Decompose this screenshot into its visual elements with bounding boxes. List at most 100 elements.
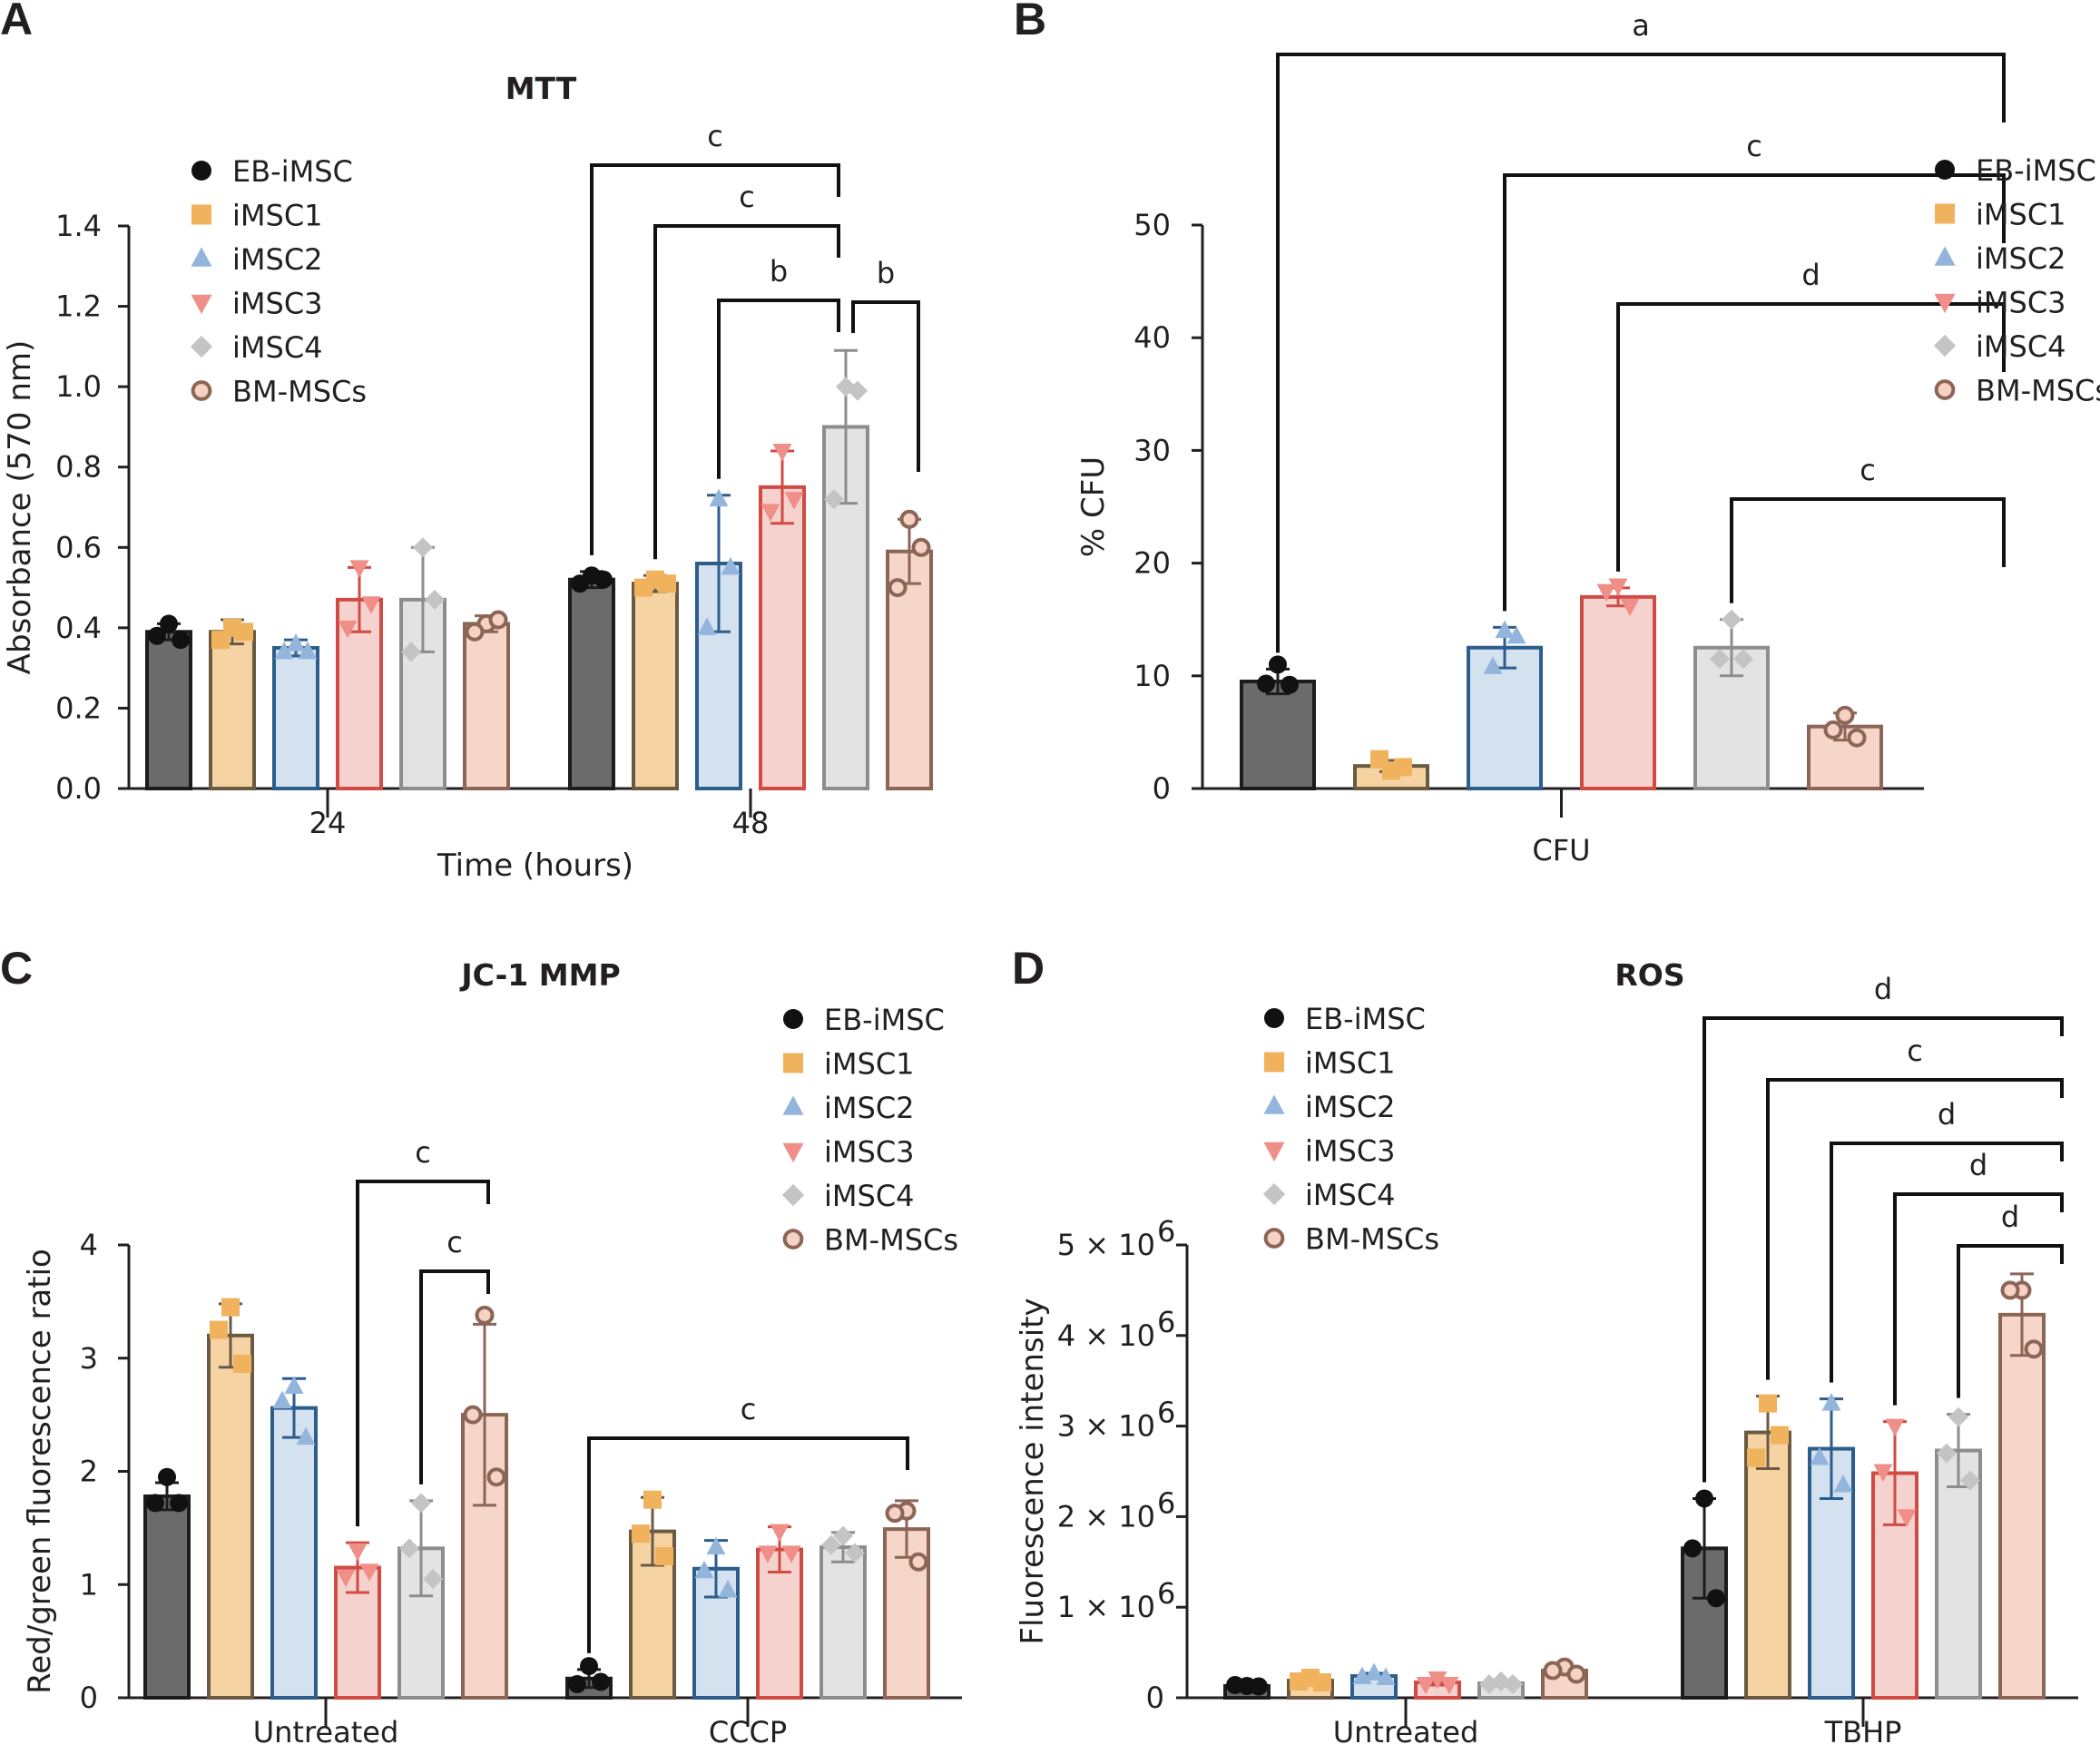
legend-marker <box>1933 334 1957 358</box>
legend-marker <box>190 335 213 358</box>
data-point <box>1897 1509 1917 1527</box>
data-point <box>772 444 792 462</box>
significance-label: c <box>741 1392 757 1426</box>
significance-bracket <box>1893 1192 2064 1406</box>
legend-marker <box>1935 203 1955 224</box>
significance-bracket <box>851 300 920 472</box>
x-tick-label: Untreated <box>1333 1715 1479 1749</box>
data-point <box>233 1354 251 1373</box>
data-point <box>1364 1662 1384 1681</box>
data-point <box>413 537 433 558</box>
data-point <box>399 1538 419 1559</box>
significance-label: d <box>1969 1148 1987 1182</box>
bracket-path <box>1503 173 2006 612</box>
y-tick-label: 1.2 <box>55 289 102 324</box>
legend-marker <box>1263 1142 1285 1162</box>
x-tick-label: TBHP <box>1824 1715 1902 1749</box>
data-point <box>1948 1406 1968 1427</box>
data-point <box>1483 656 1503 674</box>
data-point <box>1835 705 1855 725</box>
bar-eb-imsc-48 <box>568 577 615 791</box>
data-point <box>235 622 253 642</box>
data-point <box>463 1405 483 1425</box>
data-point <box>1352 1666 1372 1685</box>
panel-label-c: C <box>0 943 33 994</box>
data-point <box>296 1426 316 1446</box>
y-tick-label: 30 <box>1133 433 1171 467</box>
data-point <box>361 596 381 614</box>
y-tick-label: 5 × 10 <box>1057 1228 1155 1262</box>
data-point <box>1722 609 1742 630</box>
legend-label: iMSC1 <box>824 1047 915 1082</box>
y-tick-label: 3 <box>80 1341 98 1376</box>
data-point <box>632 1524 650 1544</box>
data-point <box>336 1569 356 1588</box>
legend-marker <box>1934 379 1956 400</box>
data-point <box>888 578 908 598</box>
legend-label: iMSC3 <box>824 1135 915 1170</box>
data-point <box>1290 1672 1308 1691</box>
legend-label: iMSC2 <box>1305 1090 1396 1124</box>
legend-label: EB-iMSC <box>1305 1002 1426 1036</box>
legend-marker <box>1934 246 1956 266</box>
data-point <box>784 492 804 510</box>
data-point <box>1821 1393 1841 1411</box>
bracket-path <box>356 1180 490 1527</box>
data-point <box>2000 1280 2020 1300</box>
y-tick-label: 0.6 <box>55 530 102 564</box>
legend-label: EB-iMSC <box>1976 153 2096 188</box>
data-point <box>718 1579 738 1598</box>
chart-title: ROS <box>1614 957 1684 993</box>
data-point <box>2024 1339 2044 1359</box>
x-tick-label: CCCP <box>709 1715 787 1749</box>
significance-bracket <box>1276 53 2006 653</box>
y-axis-title: Absorbance (570 nm) <box>2 340 38 675</box>
data-point <box>425 589 445 610</box>
data-point <box>770 1524 790 1543</box>
data-point <box>634 578 653 597</box>
data-point <box>486 1467 506 1487</box>
bar-imsc1-tbhp <box>1744 1430 1791 1700</box>
data-point <box>284 1376 304 1394</box>
data-point <box>899 509 919 529</box>
significance-label: d <box>2001 1200 2019 1234</box>
data-point <box>908 1552 928 1572</box>
bar-imsc4-cccp <box>819 1545 867 1700</box>
y-tick-label: 2 <box>80 1455 98 1489</box>
y-tick-label: 4 × 10 <box>1057 1318 1155 1353</box>
significance-bracket <box>1766 1078 2064 1380</box>
legend-label: iMSC3 <box>232 287 323 321</box>
data-point <box>824 489 844 510</box>
data-point <box>1370 750 1389 769</box>
bracket-path <box>1276 53 2006 653</box>
significance-bracket <box>356 1180 490 1527</box>
data-point <box>158 1467 176 1486</box>
legend-marker <box>191 247 212 267</box>
data-point <box>1608 578 1628 596</box>
data-point <box>580 1657 598 1676</box>
data-point <box>568 1675 586 1694</box>
x-tick-label: 48 <box>732 806 770 840</box>
y-tick-label: 0.4 <box>55 611 102 645</box>
y-tick-exponent: 6 <box>1157 1576 1175 1611</box>
data-point <box>571 574 589 593</box>
significance-bracket <box>1703 1016 2064 1483</box>
data-point <box>1281 675 1299 694</box>
legend-marker <box>191 294 212 315</box>
data-point <box>911 537 931 557</box>
data-point <box>1506 625 1526 644</box>
data-point <box>1620 598 1640 617</box>
y-tick-exponent: 6 <box>1157 1305 1175 1339</box>
significance-label: d <box>1801 258 1820 292</box>
data-point <box>1439 1677 1459 1695</box>
data-point <box>1250 1677 1268 1696</box>
data-point <box>221 1298 240 1317</box>
data-point <box>1847 728 1867 748</box>
y-tick-label: 20 <box>1133 546 1171 581</box>
legend-label: BM-MSCs <box>1976 374 2100 408</box>
data-point <box>1543 1661 1563 1681</box>
legend-marker <box>191 380 212 401</box>
legend-label: BM-MSCs <box>824 1223 958 1258</box>
significance-bracket <box>419 1269 490 1485</box>
